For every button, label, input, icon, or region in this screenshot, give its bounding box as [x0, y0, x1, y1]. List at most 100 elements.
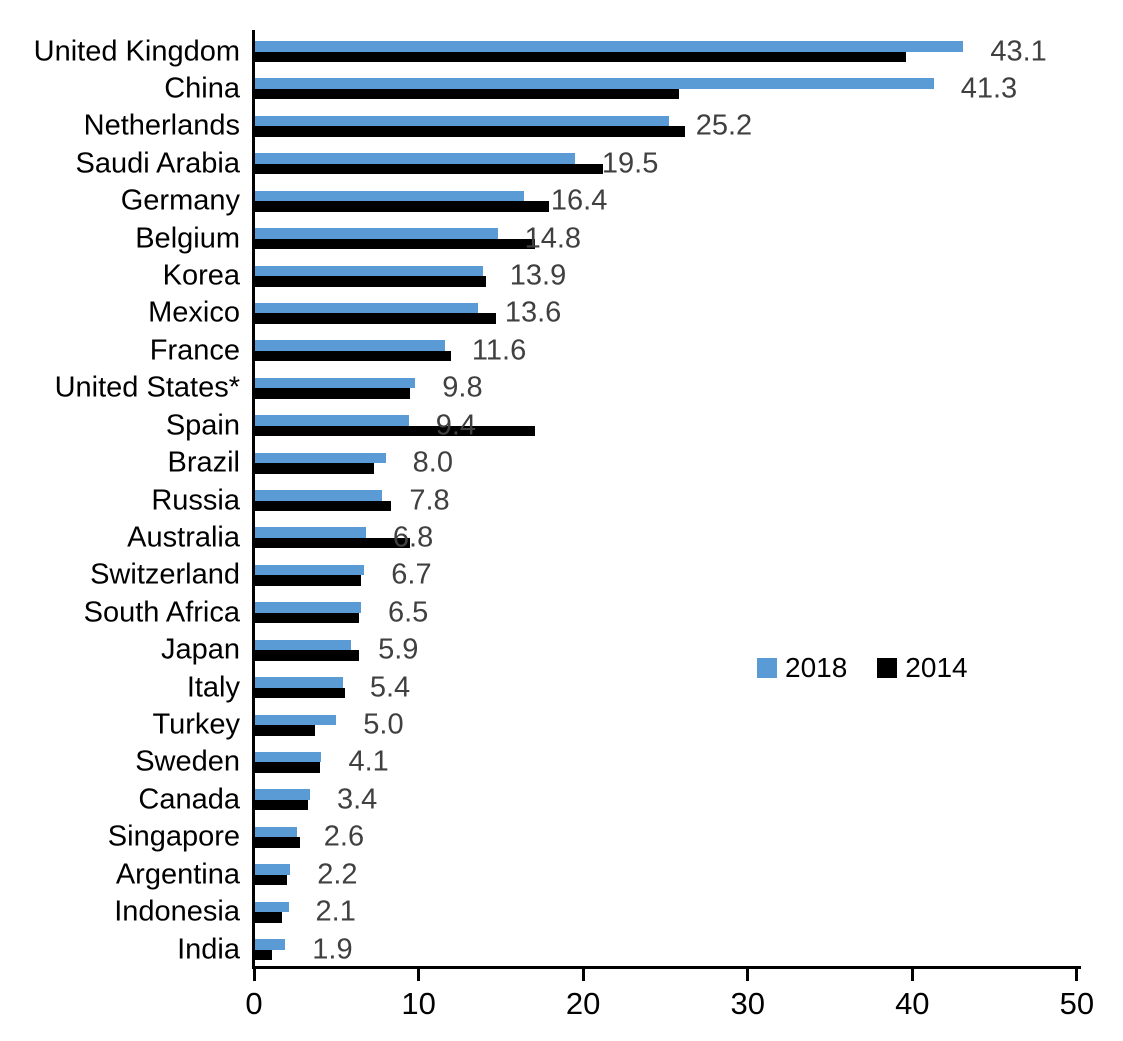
bar-2014 [254, 201, 549, 212]
bar-2014 [254, 575, 361, 586]
category-label: Argentina [115, 858, 240, 891]
category-label: Switzerland [90, 558, 240, 591]
bar-2014 [254, 163, 603, 175]
bar-2014 [254, 874, 287, 886]
category-label: Brazil [167, 446, 240, 479]
bar-2018 [254, 377, 416, 389]
bar-2018 [254, 115, 669, 127]
value-label-2018: 9.4 [435, 409, 477, 442]
value-label-2018: 14.8 [524, 222, 582, 255]
bar-2018 [254, 602, 361, 613]
value-label-2018: 9.8 [442, 371, 483, 404]
bar-2014 [254, 949, 273, 961]
x-tick-label: 50 [1059, 986, 1095, 1021]
category-label: Turkey [152, 708, 240, 741]
bar-2018 [254, 751, 322, 763]
category-label: Japan [160, 633, 240, 666]
x-tick-mark [910, 969, 914, 981]
value-label-2018: 13.6 [504, 296, 562, 329]
category-label: France [149, 334, 240, 367]
bar-2018 [254, 714, 337, 726]
value-label-2018: 2.2 [317, 858, 358, 891]
bar-2018 [254, 677, 343, 688]
x-tick-label: 20 [565, 986, 601, 1021]
bar-2014 [254, 425, 536, 437]
bar-2014 [254, 612, 360, 624]
category-label: Spain [165, 409, 240, 442]
value-label-2018: 19.5 [601, 147, 659, 180]
bar-2018 [254, 190, 524, 202]
legend: 2018 2014 [757, 654, 968, 682]
category-label: South Africa [83, 596, 240, 629]
bar-2014 [254, 350, 452, 362]
bar-2018 [254, 41, 964, 52]
bar-2014 [254, 912, 282, 923]
y-axis-line [252, 30, 255, 969]
category-label: Canada [138, 783, 240, 816]
x-axis-line [252, 966, 1081, 969]
bar-2018 [254, 228, 498, 239]
x-tick-mark [581, 969, 585, 981]
value-label-2018: 25.2 [695, 109, 753, 142]
bar-2018 [254, 527, 366, 538]
bar-2018 [254, 826, 297, 838]
x-tick-mark [417, 969, 421, 981]
x-tick-label: 0 [245, 986, 263, 1021]
bar-2014 [254, 276, 487, 287]
category-label: Belgium [135, 222, 240, 255]
bar-2018 [254, 901, 289, 913]
value-label-2018: 6.5 [387, 596, 429, 629]
bar-2018 [254, 452, 386, 464]
x-tick-label: 40 [895, 986, 930, 1021]
category-label: Russia [151, 484, 240, 517]
value-label-2018: 5.0 [363, 708, 404, 741]
legend-label-2018: 2018 [785, 652, 848, 683]
value-label-2018: 8.0 [412, 446, 453, 479]
bar-2018 [254, 302, 478, 314]
bar-2014 [254, 463, 375, 474]
value-label-2018: 1.9 [312, 933, 353, 966]
bar-2018 [254, 153, 575, 164]
category-label: United Kingdom [33, 35, 240, 67]
bar-2014 [254, 238, 536, 250]
category-label: Germany [120, 184, 240, 217]
value-label-2018: 7.8 [409, 484, 450, 517]
bar-2014 [254, 126, 686, 137]
bar-2018 [254, 864, 291, 875]
value-label-2018: 3.4 [336, 783, 378, 816]
category-label: Mexico [148, 296, 240, 329]
bar-2014 [254, 537, 411, 549]
value-label-2018: 5.4 [369, 671, 411, 704]
value-label-2018: 43.1 [990, 35, 1047, 67]
legend-swatch-2014 [877, 658, 898, 678]
bar-2014 [254, 500, 391, 512]
bar-2014 [254, 799, 309, 811]
bar-2014 [254, 51, 906, 62]
category-label: Indonesia [114, 895, 240, 928]
bar-2018 [254, 340, 445, 351]
bar-2014 [254, 313, 496, 324]
category-label: Italy [186, 671, 240, 704]
x-tick-mark [1075, 969, 1079, 981]
bar-2018 [254, 789, 310, 800]
value-label-2018: 13.9 [509, 259, 567, 292]
value-label-2018: 6.8 [392, 521, 434, 554]
legend-item-2018: 2018 [757, 654, 847, 682]
bar-2018 [254, 490, 383, 501]
bar-2014 [254, 837, 301, 848]
legend-label-2014: 2014 [905, 652, 968, 683]
bar-2014 [254, 388, 411, 399]
x-tick-label: 10 [401, 986, 436, 1021]
value-label-2018: 2.6 [323, 820, 365, 853]
value-label-2018: 4.1 [348, 745, 389, 778]
x-tick-mark [252, 969, 256, 981]
bar-2018 [254, 639, 352, 651]
category-label: Sweden [135, 745, 240, 778]
bar-2018 [254, 415, 409, 426]
value-label-2018: 6.7 [391, 558, 432, 591]
bar-2014 [254, 725, 315, 736]
bar-2018 [254, 265, 483, 277]
bar-2014 [254, 762, 320, 773]
category-label: China [164, 72, 240, 105]
